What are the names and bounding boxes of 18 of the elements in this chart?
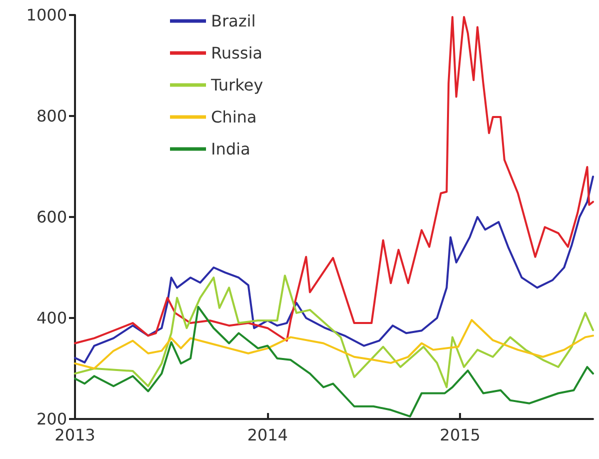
legend-label: Brazil [211, 12, 256, 30]
legend-label: India [211, 140, 250, 158]
legend-label: Turkey [210, 76, 264, 94]
x-tick-label: 2015 [440, 426, 480, 444]
y-tick-label: 400 [36, 308, 67, 328]
y-tick-label: 200 [36, 410, 67, 428]
line-series [74, 306, 594, 418]
x-tick-label: 2013 [54, 426, 96, 444]
y-tick-label: 1000 [26, 6, 67, 24]
y-tick-label: 600 [36, 208, 67, 226]
line-series [74, 16, 594, 344]
line-series [74, 274, 594, 388]
legend-label: Russia [211, 44, 262, 62]
x-tick-label: 2014 [247, 426, 288, 444]
legend-label: China [211, 108, 257, 126]
line-series [74, 176, 594, 364]
y-tick-label: 800 [36, 106, 67, 126]
line-series [74, 319, 594, 370]
